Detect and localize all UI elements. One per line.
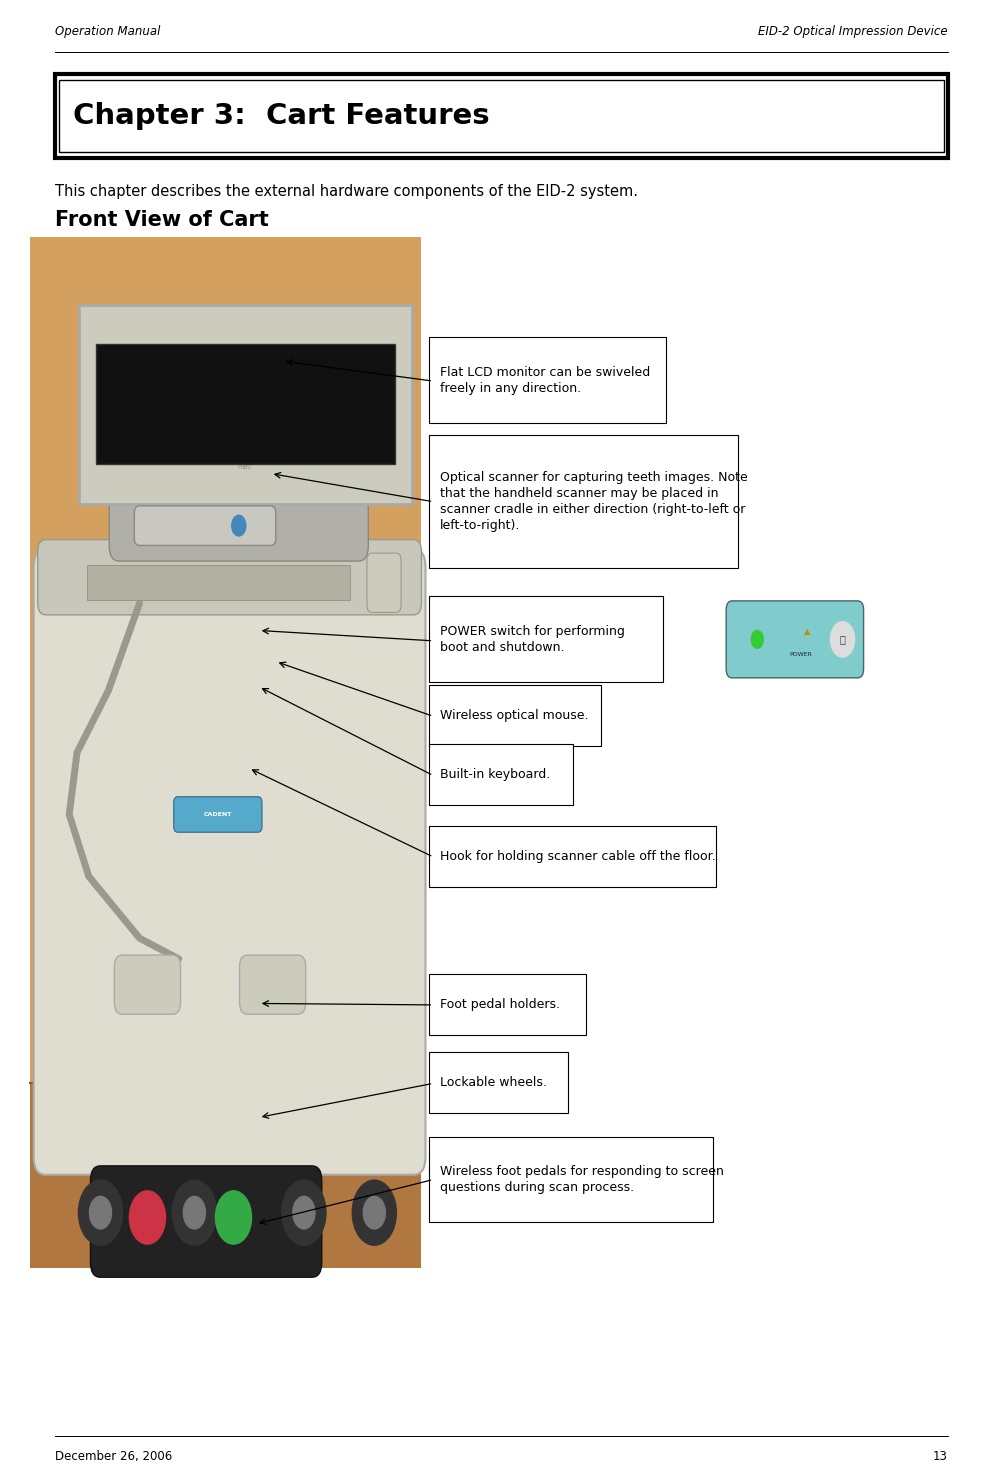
FancyBboxPatch shape	[429, 744, 572, 805]
FancyBboxPatch shape	[173, 796, 262, 832]
Circle shape	[293, 1196, 315, 1228]
Text: 13: 13	[932, 1450, 947, 1464]
Text: Wireless foot pedals for responding to screen
questions during scan process.: Wireless foot pedals for responding to s…	[440, 1165, 723, 1194]
FancyBboxPatch shape	[429, 826, 715, 887]
FancyBboxPatch shape	[725, 601, 863, 678]
FancyBboxPatch shape	[429, 337, 665, 423]
Text: Hook for holding scanner cable off the floor.: Hook for holding scanner cable off the f…	[440, 850, 715, 863]
Circle shape	[129, 1191, 165, 1245]
Text: Lockable wheels.: Lockable wheels.	[440, 1076, 547, 1089]
FancyBboxPatch shape	[367, 554, 401, 613]
Text: This chapter describes the external hardware components of the EID-2 system.: This chapter describes the external hard…	[55, 184, 637, 198]
Text: EID-2 Optical Impression Device: EID-2 Optical Impression Device	[758, 25, 947, 38]
Circle shape	[830, 622, 854, 657]
Text: Chapter 3:  Cart Features: Chapter 3: Cart Features	[73, 102, 489, 130]
FancyBboxPatch shape	[429, 685, 600, 746]
Text: POWER: POWER	[789, 653, 812, 657]
Circle shape	[231, 515, 245, 536]
Circle shape	[172, 1180, 216, 1245]
FancyBboxPatch shape	[134, 506, 276, 546]
FancyBboxPatch shape	[429, 1137, 712, 1222]
Circle shape	[750, 630, 763, 648]
FancyBboxPatch shape	[30, 1083, 421, 1268]
FancyBboxPatch shape	[429, 435, 737, 568]
FancyBboxPatch shape	[87, 565, 350, 599]
Text: Built-in keyboard.: Built-in keyboard.	[440, 768, 550, 781]
Text: Foot pedal holders.: Foot pedal holders.	[440, 998, 560, 1011]
Circle shape	[352, 1180, 396, 1245]
Text: ▲: ▲	[804, 628, 810, 636]
FancyBboxPatch shape	[34, 549, 425, 1175]
FancyBboxPatch shape	[429, 974, 585, 1035]
Text: ⏻: ⏻	[839, 635, 845, 644]
FancyBboxPatch shape	[114, 955, 180, 1014]
FancyBboxPatch shape	[38, 540, 421, 614]
FancyBboxPatch shape	[55, 74, 947, 158]
FancyBboxPatch shape	[95, 345, 394, 465]
Text: Optical scanner for capturing teeth images. Note
that the handheld scanner may b: Optical scanner for capturing teeth imag…	[440, 471, 747, 533]
Text: Wireless optical mouse.: Wireless optical mouse.	[440, 709, 588, 722]
Circle shape	[363, 1196, 385, 1228]
Text: Operation Manual: Operation Manual	[55, 25, 160, 38]
Circle shape	[282, 1180, 326, 1245]
Text: CADENT: CADENT	[203, 813, 231, 817]
FancyBboxPatch shape	[56, 1159, 403, 1168]
FancyBboxPatch shape	[90, 1166, 322, 1277]
FancyBboxPatch shape	[59, 80, 943, 152]
Text: December 26, 2006: December 26, 2006	[55, 1450, 172, 1464]
Text: Flat LCD monitor can be swiveled
freely in any direction.: Flat LCD monitor can be swiveled freely …	[440, 366, 650, 395]
Circle shape	[78, 1180, 122, 1245]
FancyBboxPatch shape	[78, 305, 411, 505]
FancyBboxPatch shape	[30, 237, 421, 1268]
FancyBboxPatch shape	[109, 490, 368, 561]
Text: Front View of Cart: Front View of Cart	[55, 210, 269, 231]
FancyBboxPatch shape	[429, 1052, 567, 1113]
Circle shape	[183, 1196, 205, 1228]
Text: POWER switch for performing
boot and shutdown.: POWER switch for performing boot and shu…	[440, 625, 624, 654]
FancyBboxPatch shape	[429, 596, 662, 682]
Circle shape	[89, 1196, 111, 1228]
Text: mec: mec	[237, 465, 253, 471]
FancyBboxPatch shape	[239, 955, 306, 1014]
Circle shape	[215, 1191, 252, 1245]
